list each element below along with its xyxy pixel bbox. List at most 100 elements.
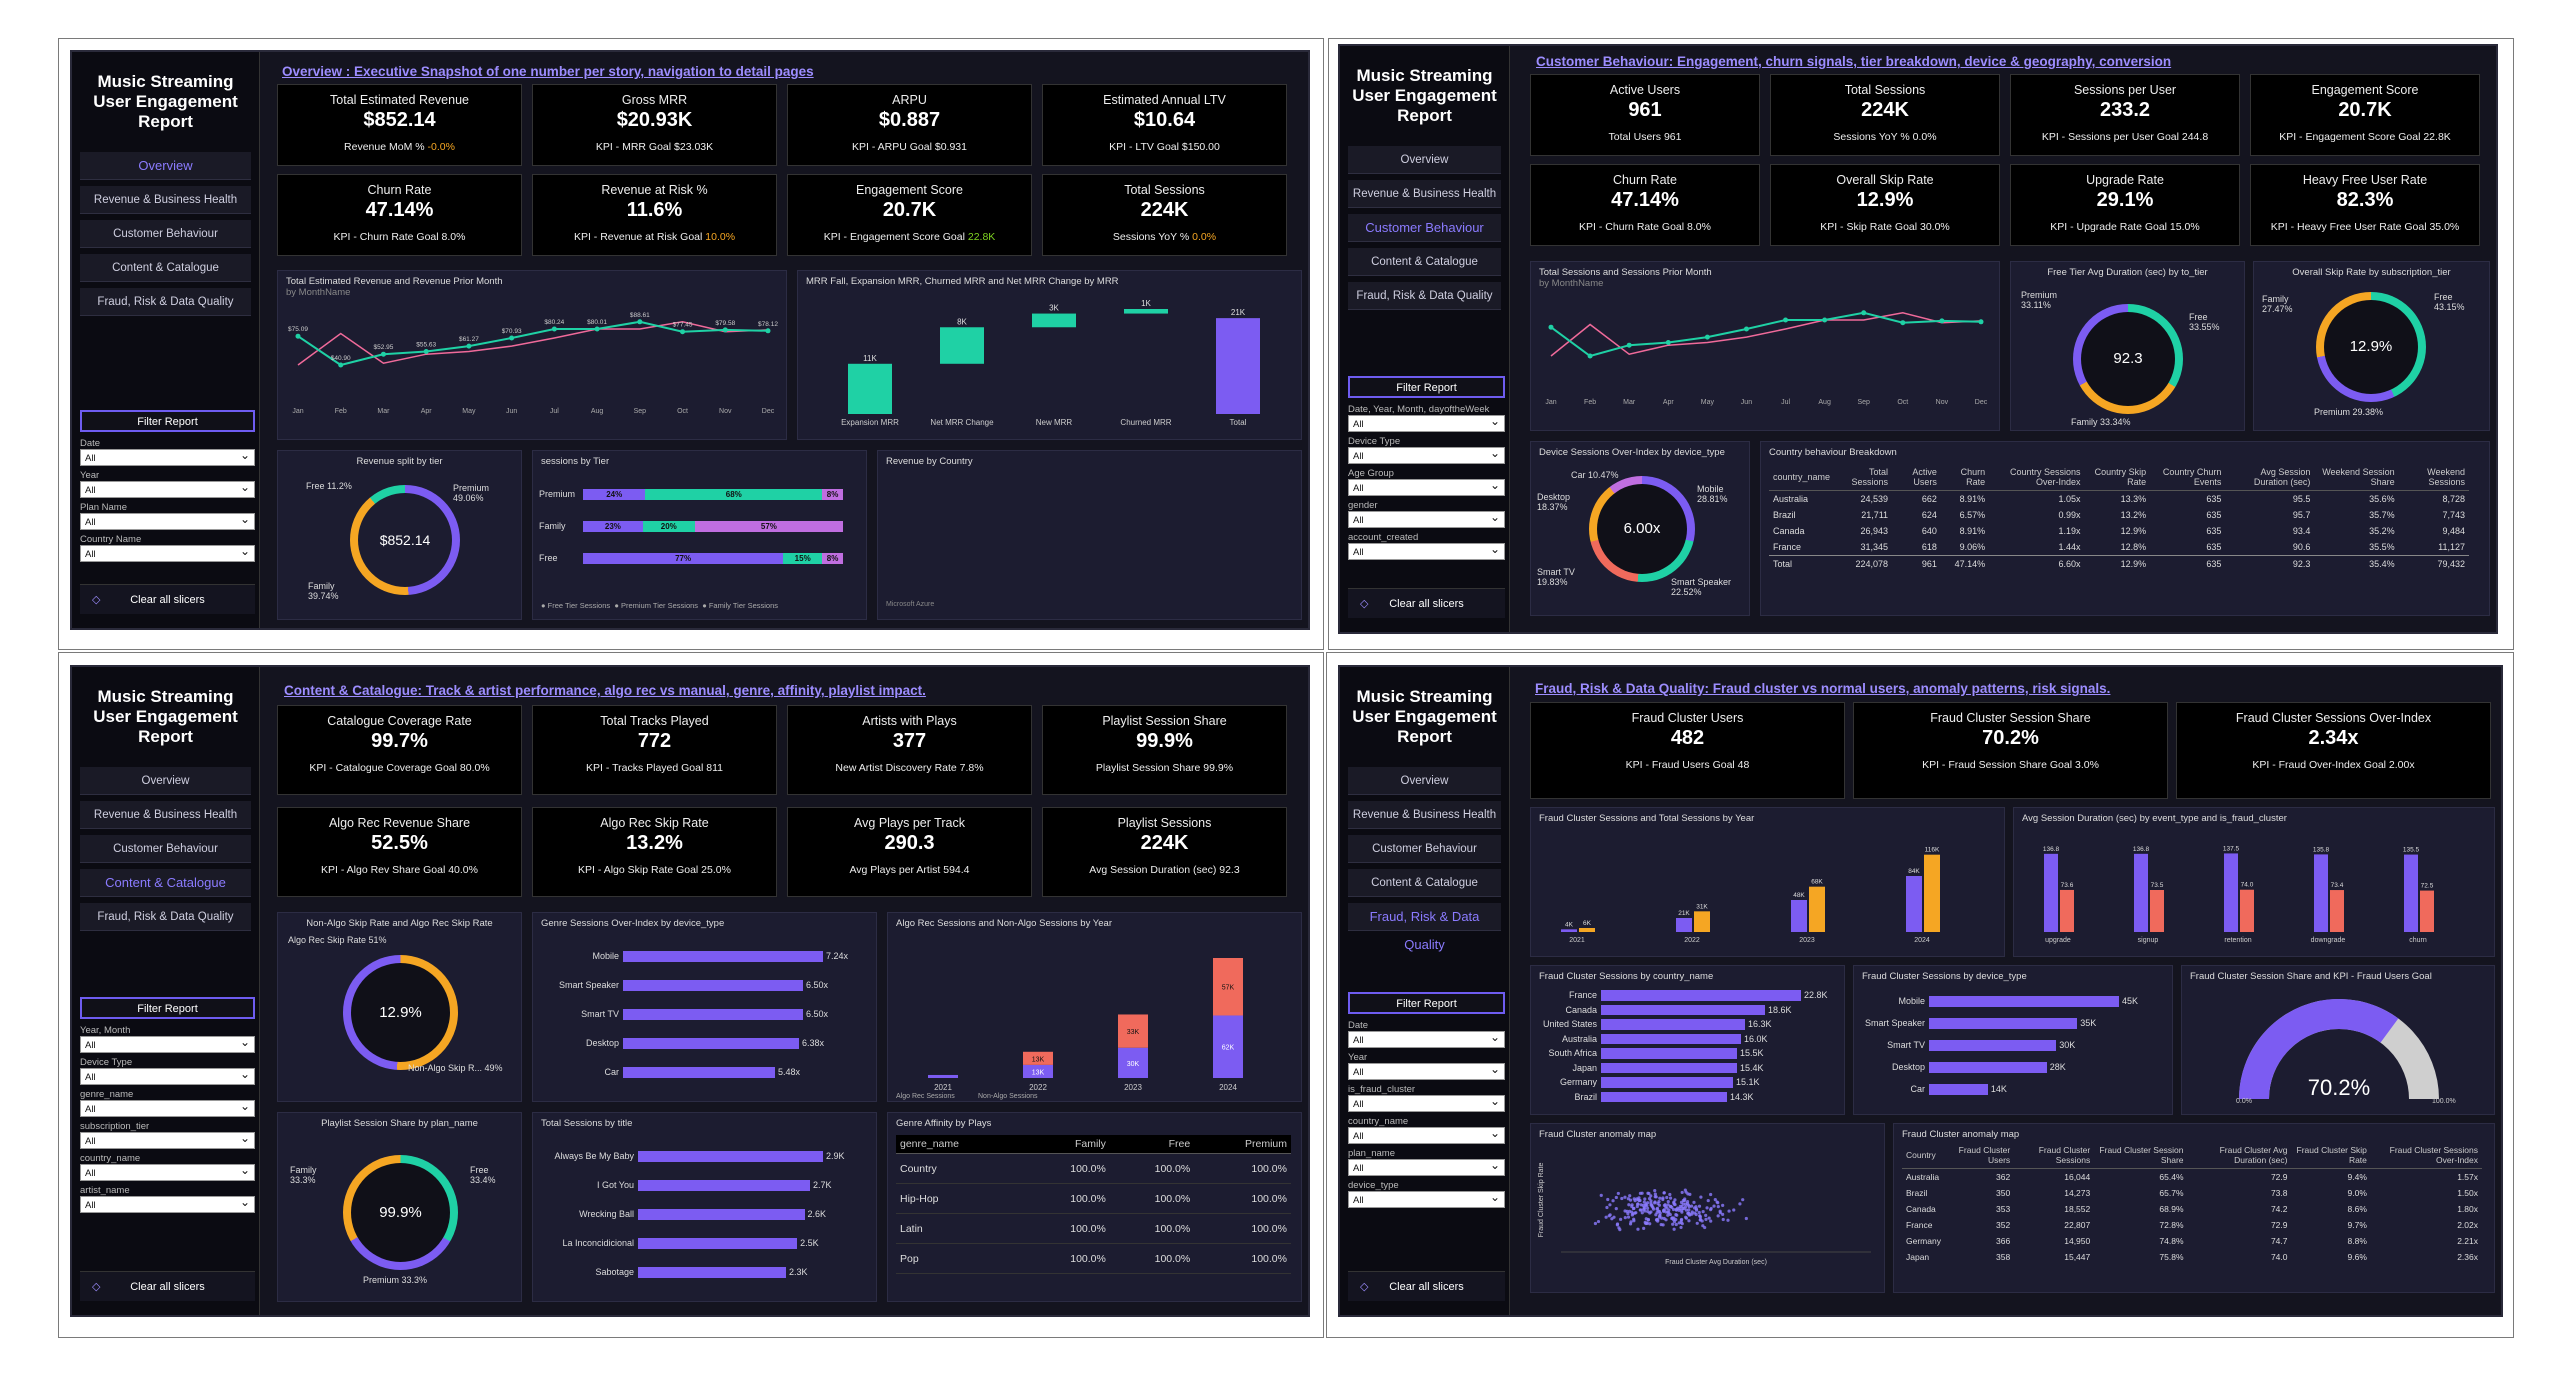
- nav-item-overview[interactable]: Overview: [80, 152, 251, 180]
- nav-item-revenue-business-health[interactable]: Revenue & Business Health: [1348, 801, 1501, 829]
- filter-report-button[interactable]: Filter Report: [80, 410, 255, 432]
- column-header: genre_name: [896, 1135, 1026, 1154]
- nav-item-revenue-business-health[interactable]: Revenue & Business Health: [1348, 180, 1501, 208]
- nav-item-content-catalogue[interactable]: Content & Catalogue: [80, 869, 251, 897]
- filter-select[interactable]: All: [1348, 509, 1505, 528]
- kpi-value: 29.1%: [2096, 189, 2154, 211]
- filter-select[interactable]: All: [1348, 541, 1505, 560]
- nav-item-revenue-business-health[interactable]: Revenue & Business Health: [80, 801, 251, 829]
- x-tick: 2023: [1124, 1083, 1142, 1092]
- nav-item-overview[interactable]: Overview: [1348, 767, 1501, 795]
- column-header: Churn Rate: [1940, 464, 1990, 491]
- clear-slicers-button[interactable]: ◇ Clear all slicers: [1348, 588, 1505, 618]
- x-tick: Churned MRR: [1120, 418, 1171, 427]
- x-tick: Expansion MRR: [841, 418, 899, 427]
- filter-report-button[interactable]: Filter Report: [1348, 992, 1505, 1014]
- nav-item-content-catalogue[interactable]: Content & Catalogue: [80, 254, 251, 282]
- scatter-point: [1623, 1216, 1627, 1220]
- kpi-value: 20.7K: [2338, 99, 2392, 121]
- x-tick: 2021: [1569, 937, 1585, 944]
- table-row: Pop 100.0% 100.0% 100.0%: [896, 1244, 1291, 1274]
- chart-title: Fraud Cluster Sessions and Total Session…: [1539, 813, 1755, 824]
- table-cell: 9.6%: [2347, 1252, 2367, 1262]
- scatter-point: [1690, 1210, 1694, 1214]
- bar-label: Mobile: [1898, 996, 1925, 1006]
- filter-select[interactable]: All: [1348, 1029, 1505, 1048]
- scatter-point: [1712, 1204, 1716, 1208]
- column-header: Fraud Cluster Avg Duration (sec): [2187, 1142, 2292, 1169]
- filter-select[interactable]: All: [80, 511, 255, 530]
- filter-select[interactable]: All: [1348, 1157, 1505, 1176]
- kpi-label: Sessions per User: [2073, 83, 2177, 97]
- bar-label: Canada: [1565, 1004, 1597, 1015]
- filter-select[interactable]: All: [1348, 1189, 1505, 1208]
- nav-item-customer-behaviour[interactable]: Customer Behaviour: [80, 835, 251, 863]
- table-cell: 366: [1995, 1236, 2011, 1246]
- bar: [1601, 1077, 1733, 1088]
- nav-item-revenue-business-health[interactable]: Revenue & Business Health: [80, 186, 251, 214]
- table-cell: 662: [1921, 494, 1937, 504]
- filter-select[interactable]: All: [80, 1162, 255, 1181]
- nav-item-customer-behaviour[interactable]: Customer Behaviour: [80, 220, 251, 248]
- nav-item-fraud-risk-data-quality[interactable]: Fraud, Risk & Data Quality: [80, 288, 251, 316]
- donut-center: 92.3: [2081, 312, 2175, 406]
- kpi-sub-text: KPI - Skip Rate Goal 30.0%: [1820, 221, 1950, 233]
- x-tick: Jun: [1741, 399, 1752, 406]
- filter-label: is_fraud_cluster: [1348, 1084, 1416, 1095]
- table-cell: 21,711: [1861, 510, 1889, 520]
- nav-item-fraud-risk-data-quality[interactable]: Fraud, Risk & Data Quality: [1348, 903, 1501, 952]
- kpi-sub: KPI - Sessions per User Goal 244.8: [2011, 131, 2239, 143]
- bar-label: Smart Speaker: [558, 980, 619, 990]
- nav-item-overview[interactable]: Overview: [80, 767, 251, 795]
- scatter-point: [1677, 1221, 1681, 1225]
- clear-slicers-button[interactable]: ◇ Clear all slicers: [80, 1271, 255, 1301]
- filter-select[interactable]: All: [1348, 413, 1505, 432]
- kpi-label: Total Sessions: [1844, 83, 1926, 97]
- filter-label: Country Name: [80, 534, 142, 545]
- data-point: [509, 335, 515, 341]
- filter-select[interactable]: All: [80, 543, 255, 562]
- table-cell: 15,447: [2064, 1252, 2091, 1262]
- clear-slicers-button[interactable]: ◇ Clear all slicers: [80, 584, 255, 614]
- nav-item-fraud-risk-data-quality[interactable]: Fraud, Risk & Data Quality: [80, 903, 251, 931]
- nav-item-content-catalogue[interactable]: Content & Catalogue: [1348, 869, 1501, 897]
- grouped-bar: [2314, 854, 2328, 932]
- nav-item-content-catalogue[interactable]: Content & Catalogue: [1348, 248, 1501, 276]
- scatter-point: [1658, 1211, 1662, 1215]
- scatter-point: [1678, 1207, 1682, 1211]
- nav-item-customer-behaviour[interactable]: Customer Behaviour: [1348, 835, 1501, 863]
- data-label: 4K: [1565, 921, 1574, 928]
- filter-select[interactable]: All: [1348, 1093, 1505, 1112]
- table-cell: 352: [1995, 1220, 2011, 1230]
- kpi-sub-text: KPI - MRR Goal $23.03K: [595, 141, 714, 153]
- tier-label: Family: [539, 521, 566, 531]
- sidebar: Music Streaming User Engagement Report O…: [1340, 667, 1510, 1315]
- filter-select[interactable]: All: [80, 479, 255, 498]
- filter-select[interactable]: All: [80, 1130, 255, 1149]
- filter-select[interactable]: All: [80, 447, 255, 466]
- filter-select[interactable]: All: [80, 1066, 255, 1085]
- genre-over-index-chart: Genre Sessions Over-Index by device_type…: [532, 912, 877, 1102]
- kpi-label: Churn Rate: [1613, 173, 1677, 187]
- data-point: [1822, 317, 1828, 323]
- donut-label: Family 27.47%: [2262, 294, 2293, 314]
- column-header: Fraud Cluster Skip Rate: [2291, 1142, 2371, 1169]
- table-row: Canada 26,943 640 8.91% 1.19x 12.9% 635 93.4 35.…: [1769, 523, 2469, 539]
- filter-select[interactable]: All: [80, 1194, 255, 1213]
- nav-item-fraud-risk-data-quality[interactable]: Fraud, Risk & Data Quality: [1348, 282, 1501, 310]
- table-row: France 31,345 618 9.06% 1.44x 12.8% 635 90.6 35.…: [1769, 539, 2469, 556]
- data-point: [722, 327, 728, 333]
- clear-slicers-button[interactable]: ◇ Clear all slicers: [1348, 1271, 1505, 1301]
- filter-select[interactable]: All: [1348, 445, 1505, 464]
- filter-select[interactable]: All: [80, 1034, 255, 1053]
- filter-report-button[interactable]: Filter Report: [1348, 376, 1505, 398]
- filter-select[interactable]: All: [1348, 1061, 1505, 1080]
- filter-label: subscription_tier: [80, 1121, 150, 1132]
- filter-select[interactable]: All: [80, 1098, 255, 1117]
- nav-item-customer-behaviour[interactable]: Customer Behaviour: [1348, 214, 1501, 242]
- filter-select[interactable]: All: [1348, 1125, 1505, 1144]
- nav-item-overview[interactable]: Overview: [1348, 146, 1501, 174]
- kpi-sub-text: New Artist Discovery Rate 7.8%: [835, 762, 984, 774]
- filter-report-button[interactable]: Filter Report: [80, 997, 255, 1019]
- filter-select[interactable]: All: [1348, 477, 1505, 496]
